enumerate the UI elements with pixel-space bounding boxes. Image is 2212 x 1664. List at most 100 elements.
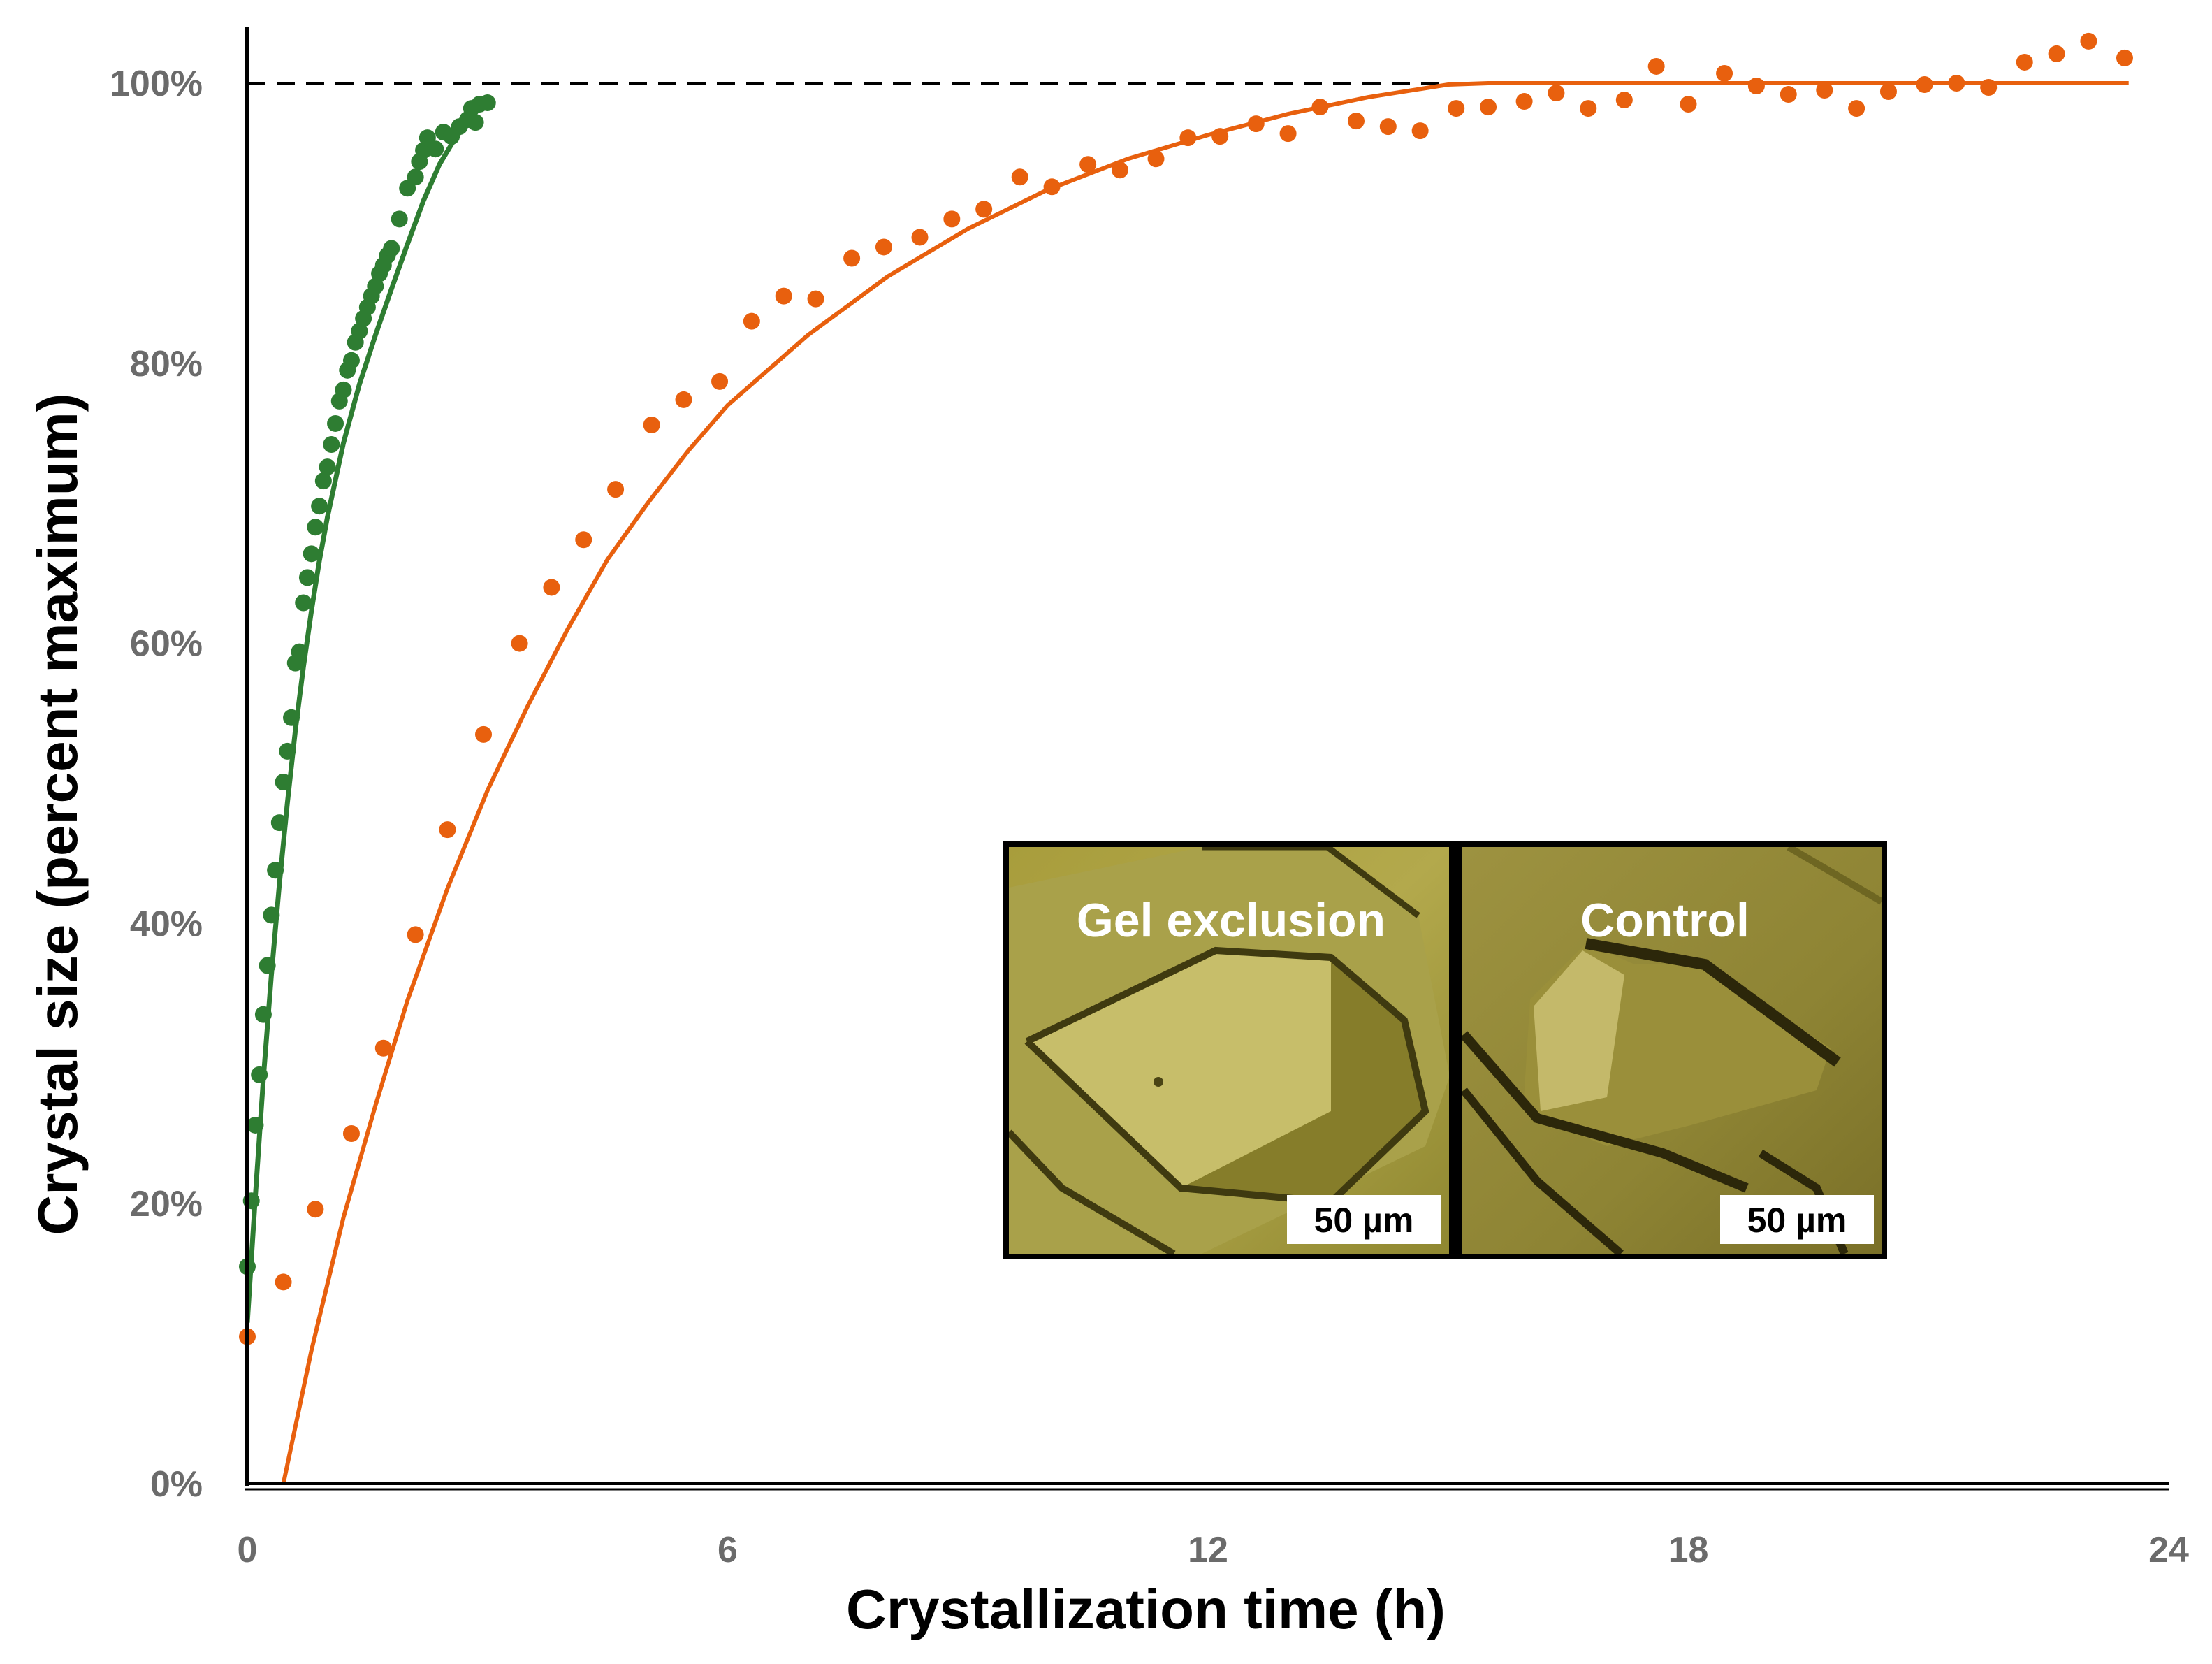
y-tick-labels: 0% 20% 40% 60% 80% 100% xyxy=(110,64,203,1505)
scale-bar-label-left: 50 µm xyxy=(1314,1201,1414,1240)
x-tick-label: 24 xyxy=(2148,1530,2189,1570)
inset-micrographs: Gel exclusion Control 50 µm 50 µm xyxy=(1003,841,1887,1259)
gel-exclusion-data-point xyxy=(314,472,332,490)
control-data-point xyxy=(275,1273,292,1291)
gel-exclusion-data-point xyxy=(391,210,408,228)
gel-exclusion-data-point xyxy=(351,322,368,340)
control-data-point xyxy=(1716,64,1733,82)
scale-bar-label-right: 50 µm xyxy=(1747,1201,1847,1240)
y-tick-label: 60% xyxy=(130,624,203,665)
crystal-edge xyxy=(1462,1031,1749,1193)
gel-exclusion-data-point xyxy=(323,436,340,454)
control-data-point xyxy=(2016,53,2033,71)
scale-bar-box-left xyxy=(1287,1195,1441,1244)
control-data-point xyxy=(1448,100,1465,117)
inset-divider xyxy=(1449,847,1462,1254)
control-data-point xyxy=(675,391,692,408)
gel-exclusion-data-point xyxy=(467,114,484,131)
control-data-point xyxy=(1011,168,1028,186)
gel-exclusion-data-point xyxy=(291,643,308,660)
crystal-edge xyxy=(1009,1129,1176,1254)
gel-exclusion-data-point xyxy=(307,519,324,536)
gel-exclusion-data-point xyxy=(479,94,496,112)
control-panel-title: Control xyxy=(1580,894,1749,947)
control-data-point xyxy=(1848,100,1865,117)
crystal-face-light xyxy=(1534,950,1624,1111)
control-data-point xyxy=(1043,178,1061,196)
gel-exclusion-data-point xyxy=(263,906,280,924)
crystal-speck xyxy=(1154,1077,1163,1087)
gel-exclusion-data-point xyxy=(303,545,320,563)
control-data-point xyxy=(1948,75,1965,92)
control-data-point xyxy=(975,201,993,218)
gel-exclusion-data-point xyxy=(259,957,276,974)
crystal-edge xyxy=(1202,847,1420,918)
control-data-point xyxy=(1580,100,1597,117)
gel-exclusion-data-point xyxy=(327,414,344,432)
crystal-face-light xyxy=(1027,950,1331,1188)
scale-bar-box-right xyxy=(1720,1195,1874,1244)
control-data-point xyxy=(1647,57,1665,75)
control-data-point xyxy=(374,1039,392,1057)
gel-exclusion-data-point xyxy=(275,773,292,790)
control-data-point xyxy=(1816,82,1833,99)
control-data-point xyxy=(2116,49,2133,66)
control-data-point xyxy=(911,229,929,246)
control-data-point xyxy=(575,531,592,549)
gel-exclusion-data-point xyxy=(367,277,384,295)
gel-exclusion-data-point xyxy=(247,1116,264,1134)
gel-exclusion-data-point xyxy=(335,381,352,398)
control-data-point xyxy=(407,926,424,943)
x-tick-label: 6 xyxy=(718,1530,738,1570)
control-data-point xyxy=(1747,78,1765,95)
control-data-point xyxy=(1680,96,1697,113)
crystal-edge xyxy=(1024,946,1429,1206)
control-data-point xyxy=(1615,92,1633,109)
gel-exclusion-fit-curve xyxy=(245,96,490,1323)
control-data-point xyxy=(1079,156,1097,173)
control-data-point xyxy=(1515,93,1533,110)
x-tick-label: 0 xyxy=(238,1530,258,1570)
control-data-point xyxy=(439,821,456,839)
control-data-point xyxy=(1247,115,1265,133)
control-data-point xyxy=(543,579,560,596)
control-data-point xyxy=(643,416,660,433)
control-data-point xyxy=(1179,129,1197,147)
gel-exclusion-data-point xyxy=(427,140,444,158)
gel-exclusion-data-point xyxy=(407,168,424,186)
y-axis-title: Crystal size (percent maximum) xyxy=(27,393,89,1236)
gel-exclusion-data-point xyxy=(342,352,360,369)
crystal-edge xyxy=(1585,938,1841,1067)
crystal-edge xyxy=(1462,1087,1624,1254)
control-data-point xyxy=(607,481,625,498)
y-tick-label: 0% xyxy=(150,1464,203,1505)
control-data-point xyxy=(511,635,528,652)
control-data-point xyxy=(1411,122,1429,140)
gel-exclusion-data-point xyxy=(283,709,300,726)
gel-exclusion-data-point xyxy=(383,240,400,257)
gel-exclusion-data-point xyxy=(251,1066,268,1083)
control-data-point xyxy=(1147,150,1165,168)
x-tick-label: 18 xyxy=(1668,1530,1709,1570)
x-tick-labels: 0 6 12 18 24 xyxy=(238,1530,2189,1570)
control-data-point xyxy=(1379,118,1397,136)
control-data-point xyxy=(807,290,824,308)
control-data-point xyxy=(1347,113,1365,130)
gel-exclusion-data-point xyxy=(270,814,288,832)
control-data-point xyxy=(943,210,961,228)
control-data-point xyxy=(1916,76,1933,94)
y-tick-label: 100% xyxy=(110,64,203,104)
control-fit-curve xyxy=(281,81,2129,1484)
control-data-point xyxy=(1480,99,1497,116)
y-tick-label: 80% xyxy=(130,344,203,384)
gel-exclusion-data-point xyxy=(254,1006,272,1023)
y-tick-label: 40% xyxy=(130,904,203,944)
crystal-face-dark xyxy=(1181,957,1425,1202)
control-data-point xyxy=(1780,86,1797,103)
control-micrograph xyxy=(1462,847,1882,1254)
gel-exclusion-data-point xyxy=(295,594,312,612)
control-data-point xyxy=(2048,45,2065,62)
gel-exclusion-data-point xyxy=(319,458,336,476)
control-data-point xyxy=(1879,83,1897,101)
